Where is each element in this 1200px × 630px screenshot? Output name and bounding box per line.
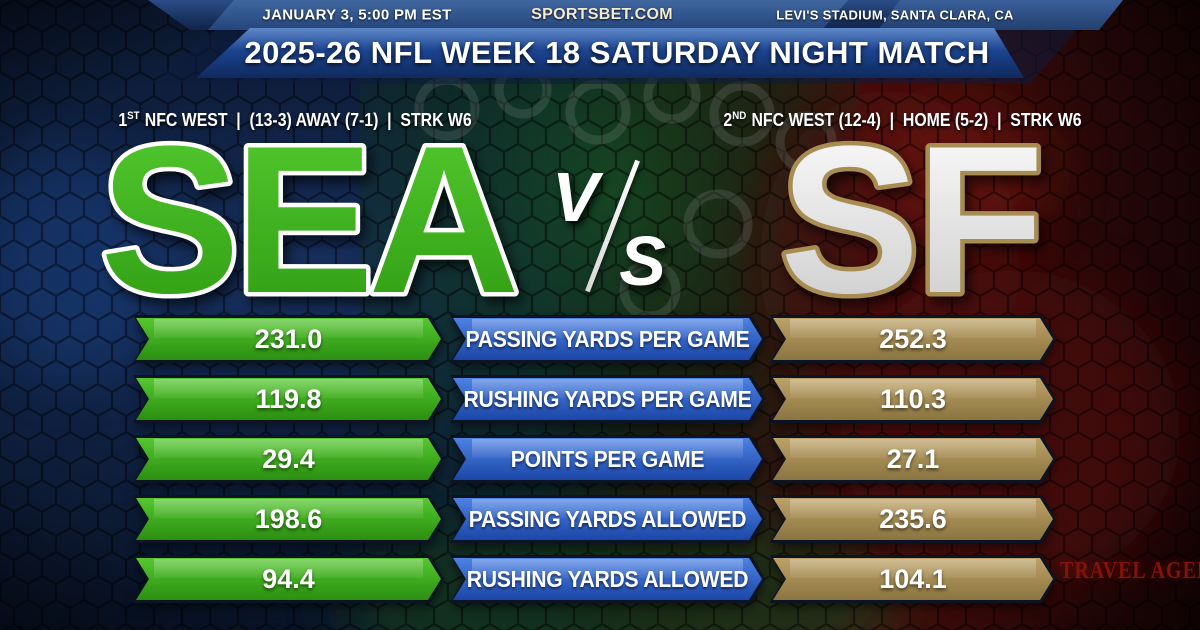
away-stat-box-fill [136,378,441,420]
home-stat-box: 104.1 [770,555,1056,603]
home-rank: 2 [723,110,733,130]
stat-label-box: POINTS PER GAME [450,435,765,483]
stat-label: POINTS PER GAME [510,445,705,472]
away-stat-box-fill [136,498,441,540]
stat-label-box-fill [453,378,762,420]
away-stat-box: 94.4 [133,555,444,603]
stat-value-away: 29.4 [262,443,315,474]
stat-label-box: RUSHING YARDS PER GAME [450,375,765,423]
stat-value-home: 110.3 [879,383,947,414]
home-stat-box-fill [773,498,1053,540]
home-stat-box: 27.1 [770,435,1056,483]
home-team-abbr-art: SF [775,98,1048,342]
away-rank-suffix: ST [127,110,140,122]
stat-label: RUSHING YARDS PER GAME [463,385,752,412]
stat-label-box-fill [453,318,762,360]
home-stat-box-fill [773,558,1053,600]
stat-label-box-fill [453,438,762,480]
page-title: 2025-26 NFL WEEK 18 SATURDAY NIGHT MATCH [244,35,990,70]
away-stat-box: 119.8 [133,375,444,423]
game-datetime: JANUARY 3, 5:00 PM EST [262,6,452,24]
stat-label-box: RUSHING YARDS ALLOWED [450,555,765,603]
home-stat-box: 235.6 [770,495,1056,543]
title-banner: 2025-26 NFL WEEK 18 SATURDAY NIGHT MATCH [196,28,1024,78]
away-record-text: NFC WEST | (13-3) AWAY (7-1) | STRK W6 [144,110,472,130]
venue-location: LEVI'S STADIUM, SANTA CLARA, CA [776,7,1014,23]
stat-label-box: PASSING YARDS PER GAME [450,315,765,363]
home-rank-suffix: ND [732,110,747,122]
stat-label-box-fill [453,558,762,600]
away-stat-box: 29.4 [133,435,444,483]
watermark: TRAVEL AGENT [1060,557,1200,585]
home-team-abbr: SF [780,102,1040,337]
away-stat-box-fill [136,438,441,480]
stat-row: 94.4 RUSHING YARDS ALLOWED 104.1 [133,555,1056,603]
vs-letter-s: S [619,222,666,300]
vs-letter-v: V [552,158,599,236]
home-team-record: 2ND NFC WEST (12-4) | HOME (5-2) | STRK W… [711,103,1094,133]
stat-value-away: 94.4 [262,563,315,594]
away-team-abbr: SEA [100,102,515,337]
stat-value-away: 119.8 [255,383,322,414]
away-stat-box: 198.6 [133,495,444,543]
stat-row: 198.6 PASSING YARDS ALLOWED 235.6 [133,495,1056,543]
stat-label: PASSING YARDS PER GAME [465,325,750,352]
stat-value-home: 27.1 [886,443,940,474]
stat-label-box: PASSING YARDS ALLOWED [450,495,765,543]
home-stat-box: 252.3 [770,315,1056,363]
stat-row: 231.0 PASSING YARDS PER GAME 252.3 [133,315,1056,363]
stat-value-away: 231.0 [254,323,323,354]
stat-value-home: 104.1 [879,563,947,594]
away-rank: 1 [118,110,128,130]
home-stat-box-fill [773,438,1053,480]
away-team-record: 1ST NFC WEST | (13-3) AWAY (7-1) | STRK W… [101,103,488,133]
away-stat-box-fill [136,558,441,600]
stat-value-home: 235.6 [879,503,947,534]
home-stat-box: 110.3 [770,375,1056,423]
top-bar [148,0,1123,30]
stat-label-box-fill [453,498,762,540]
stat-label: RUSHING YARDS ALLOWED [466,565,749,592]
vs-divider: V S [552,159,668,296]
site-brand: SPORTSBET.COM [531,6,673,23]
stat-row: 119.8 RUSHING YARDS PER GAME 110.3 [133,375,1056,423]
away-stat-box: 231.0 [133,315,444,363]
stat-value-away: 198.6 [254,503,323,534]
away-team-abbr-art: SEA [96,98,526,342]
stat-label: PASSING YARDS ALLOWED [468,505,747,532]
home-stat-box-fill [773,318,1053,360]
stat-row: 29.4 POINTS PER GAME 27.1 [133,435,1056,483]
away-stat-box-fill [136,318,441,360]
home-record-text: NFC WEST (12-4) | HOME (5-2) | STRK W6 [751,110,1082,130]
stats-table: 231.0 PASSING YARDS PER GAME 252.3 119.8… [133,315,1056,603]
stat-value-home: 252.3 [879,323,947,354]
home-stat-box-fill [773,378,1053,420]
